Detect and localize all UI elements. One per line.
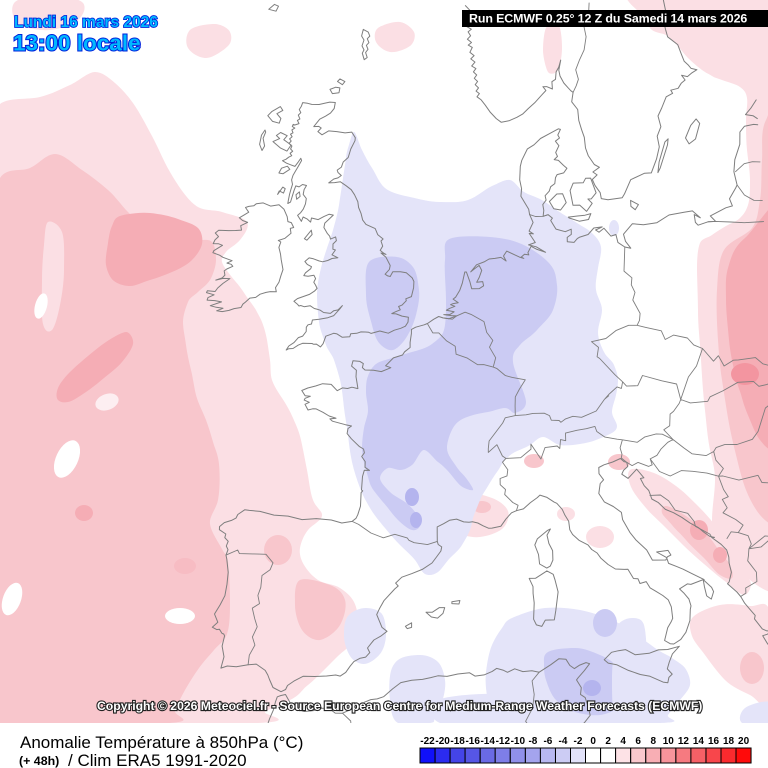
svg-text:12: 12: [678, 736, 690, 747]
svg-text:-16: -16: [465, 736, 480, 747]
svg-text:-14: -14: [480, 736, 495, 747]
svg-text:Lundi 16 mars 2026: Lundi 16 mars 2026: [14, 14, 158, 31]
svg-text:20: 20: [738, 736, 750, 747]
svg-text:-8: -8: [528, 736, 537, 747]
svg-text:4: 4: [620, 736, 626, 747]
svg-text:-12: -12: [496, 736, 511, 747]
svg-text:-2: -2: [574, 736, 583, 747]
svg-text:13:00 locale: 13:00 locale: [13, 31, 141, 56]
svg-text:-4: -4: [559, 736, 568, 747]
svg-text:-10: -10: [511, 736, 526, 747]
svg-text:/ Clim ERA5 1991-2020: / Clim ERA5 1991-2020: [68, 751, 247, 768]
svg-text:0: 0: [590, 736, 596, 747]
svg-text:Anomalie Température à 850hPa: Anomalie Température à 850hPa (°C): [20, 733, 303, 752]
svg-text:14: 14: [693, 736, 705, 747]
svg-text:-22: -22: [420, 736, 435, 747]
svg-text:10: 10: [663, 736, 675, 747]
svg-text:-6: -6: [543, 736, 552, 747]
svg-text:6: 6: [635, 736, 641, 747]
svg-text:Copyright © 2026 Meteociel.fr: Copyright © 2026 Meteociel.fr - Source E…: [97, 699, 702, 713]
svg-text:8: 8: [651, 736, 657, 747]
svg-text:-20: -20: [435, 736, 450, 747]
svg-text:(+ 48h): (+ 48h): [19, 754, 59, 768]
svg-text:Run ECMWF 0.25° 12 Z du Samedi: Run ECMWF 0.25° 12 Z du Samedi 14 mars 2…: [469, 12, 747, 26]
svg-text:2: 2: [605, 736, 611, 747]
svg-text:16: 16: [708, 736, 720, 747]
svg-text:18: 18: [723, 736, 735, 747]
svg-text:-18: -18: [450, 736, 465, 747]
